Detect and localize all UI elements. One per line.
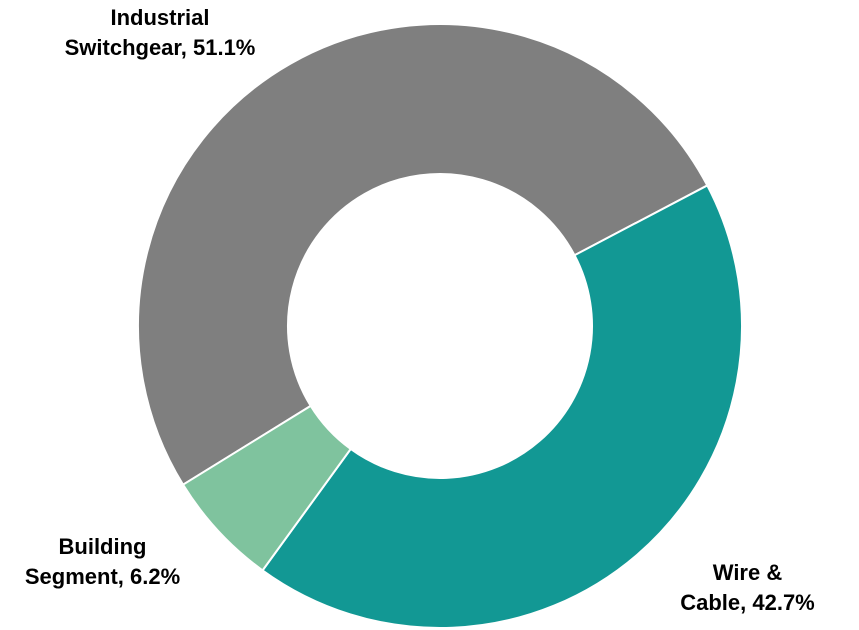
slice-label-building-segment-line2: Segment, 6.2% bbox=[24, 564, 181, 589]
slice-label-industrial-switchgear-line2: Switchgear, 51.1% bbox=[64, 35, 256, 60]
slice-label-building-segment: Building Segment, 6.2% bbox=[0, 532, 205, 592]
donut-slices bbox=[137, 23, 743, 629]
donut-slice-industrial-switchgear bbox=[137, 23, 709, 487]
slice-label-wire-cable-line2: Cable, 42.7% bbox=[680, 590, 815, 615]
slice-label-industrial-switchgear-line1: Industrial bbox=[110, 5, 210, 30]
donut-slice-building-segment bbox=[181, 404, 353, 572]
donut-slice-wire-cable bbox=[261, 184, 743, 629]
slice-label-building-segment-line1: Building bbox=[58, 534, 147, 559]
slice-label-wire-cable-line1: Wire & bbox=[712, 560, 783, 585]
slice-label-wire-cable: Wire & Cable, 42.7% bbox=[640, 558, 855, 618]
slice-label-industrial-switchgear: Industrial Switchgear, 51.1% bbox=[40, 3, 280, 63]
